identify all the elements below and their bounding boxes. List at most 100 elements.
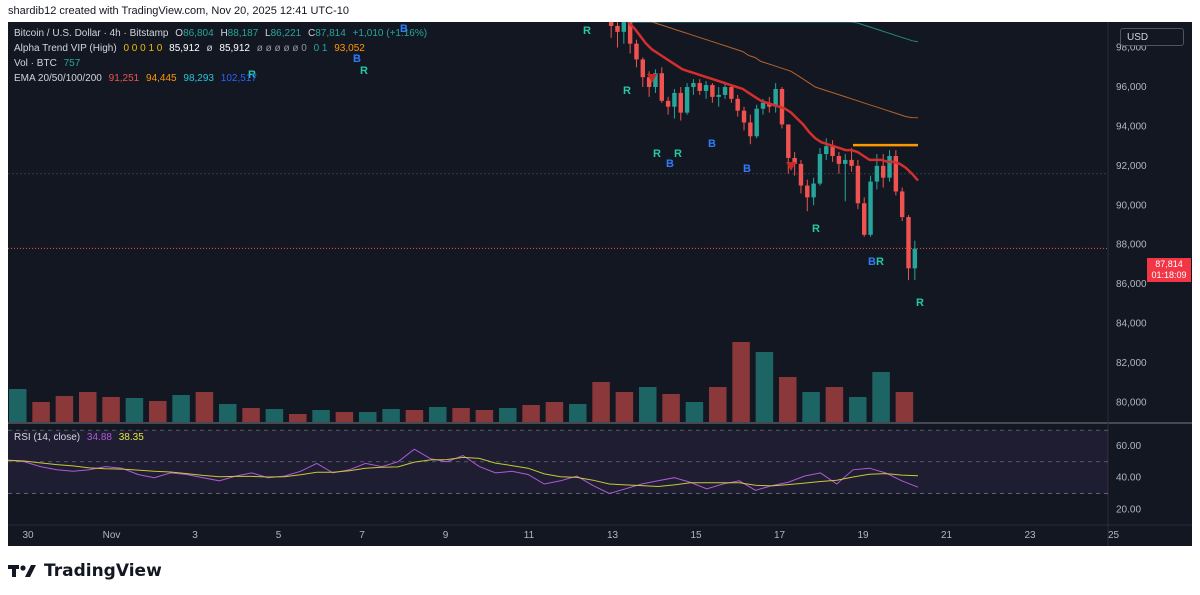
volume-bar	[405, 410, 424, 422]
ema-line	[628, 22, 919, 43]
price-tick-label: 80,000	[1116, 397, 1147, 408]
time-tick-label: 23	[1024, 530, 1036, 541]
candle-body	[805, 185, 810, 198]
volume-bar	[9, 389, 27, 422]
candle-body	[665, 100, 671, 107]
signal-marker: B	[353, 53, 361, 65]
volume-bar	[102, 397, 120, 422]
volume-bar	[242, 408, 260, 422]
volume-bar	[709, 387, 727, 422]
sell-triangle	[786, 162, 796, 171]
high-value: 88,187	[227, 28, 259, 39]
candle-body	[741, 110, 747, 123]
signal-marker: B	[400, 23, 408, 35]
symbol-title: Bitcoin / U.S. Dollar · 4h · Bitstamp	[14, 28, 169, 39]
volume-bar	[755, 352, 774, 422]
volume-bar	[312, 410, 330, 422]
price-tick-label: 90,000	[1116, 200, 1147, 211]
candle-body	[893, 155, 899, 192]
candle-body	[874, 165, 880, 182]
signal-marker: R	[674, 148, 682, 160]
volume-value: 757	[63, 58, 81, 69]
candle-body	[691, 83, 696, 88]
candle-body	[659, 73, 664, 101]
candle-body	[615, 25, 620, 32]
low-value: 86,221	[270, 28, 302, 39]
volume-bar	[545, 402, 564, 422]
price-chart[interactable]: 98,000 96,000 94,000 92,000 90,000 88,000 86,0…	[8, 22, 1192, 546]
volume-bar	[289, 414, 307, 422]
rsi-value: 34.88	[86, 432, 112, 443]
tradingview-logo-icon	[8, 565, 36, 577]
rsi-ma-value: 38.35	[118, 432, 144, 443]
volume-legend: Vol · BTC 757	[14, 58, 84, 69]
time-tick-label: 30	[22, 530, 34, 541]
price-tick-label: 96,000	[1116, 82, 1147, 93]
volume-bar	[55, 396, 74, 422]
candle-body	[912, 248, 918, 269]
candle-body	[868, 181, 873, 235]
volume-bar	[825, 387, 844, 422]
candle-body	[634, 43, 639, 60]
price-tick-label: 88,000	[1116, 240, 1147, 251]
volume-bar	[499, 408, 517, 422]
volume-bar	[359, 412, 377, 422]
rsi-tick-label: 20.00	[1116, 504, 1141, 515]
volume-bar	[452, 408, 470, 422]
rsi-line	[8, 448, 919, 495]
ema100-value: 98,293	[183, 73, 214, 84]
time-tick-label: 15	[690, 530, 702, 541]
price-tick-label: 82,000	[1116, 358, 1147, 369]
rsi-band	[8, 430, 1108, 494]
candle-body	[855, 165, 861, 204]
candle-body	[862, 203, 867, 235]
candle-body	[729, 87, 734, 99]
price-tick-label: 86,000	[1116, 279, 1147, 290]
rsi-label: RSI (14, close)	[14, 432, 81, 443]
alpha-trend-flags: 0 0 0 1 0	[123, 43, 163, 54]
volume-bar	[195, 392, 214, 422]
alpha-trend-sep: ø	[206, 43, 213, 54]
candle-body	[824, 146, 829, 155]
candle-body	[697, 83, 702, 91]
last-price-tag: 87,814 01:18:09	[1147, 258, 1191, 282]
ema50-value: 94,445	[146, 73, 177, 84]
volume-bar	[849, 397, 867, 422]
price-tick-label: 84,000	[1116, 318, 1147, 329]
candle-body	[653, 73, 658, 88]
time-tick-label: 25	[1108, 530, 1120, 541]
ema-label: EMA 20/50/100/200	[14, 73, 102, 84]
time-tick-label: 3	[192, 530, 198, 541]
time-tick-label: 21	[941, 530, 953, 541]
volume-bar	[522, 405, 540, 422]
candle-body	[722, 87, 728, 95]
signal-marker: R	[248, 69, 256, 81]
alpha-trend-value-2: 85,912	[219, 43, 250, 54]
signal-marker: R	[653, 148, 661, 160]
candle-body	[678, 92, 683, 113]
alpha-trend-nulls: ø ø ø ø ø 0	[256, 43, 307, 54]
alpha-trend-tail: 0 1	[313, 43, 328, 54]
candle-body	[817, 154, 823, 184]
candle-body	[849, 159, 854, 166]
candle-body	[672, 92, 677, 107]
volume-bar	[872, 372, 890, 422]
candle-body	[906, 217, 911, 269]
volume-bar	[639, 387, 657, 422]
time-tick-label: 17	[774, 530, 786, 541]
candle-body	[735, 98, 740, 111]
chart-caption: shardib12 created with TradingView.com, …	[8, 5, 349, 17]
volume-bar	[685, 402, 704, 422]
currency-button[interactable]: USD	[1120, 28, 1184, 46]
candle-body	[754, 108, 759, 137]
candle-body	[703, 85, 709, 91]
alpha-trend-value-1: 85,912	[169, 43, 200, 54]
time-tick-label: Nov	[103, 530, 121, 541]
candle-body	[627, 22, 633, 44]
signal-marker: R	[812, 223, 820, 235]
time-tick-label: 7	[359, 530, 365, 541]
chart-panel[interactable]: 98,000 96,000 94,000 92,000 90,000 88,000 86,0…	[8, 22, 1192, 546]
signal-marker: R	[360, 65, 368, 77]
alpha-trend-label: Alpha Trend VIP (High)	[14, 43, 117, 54]
candle-body	[773, 88, 778, 107]
